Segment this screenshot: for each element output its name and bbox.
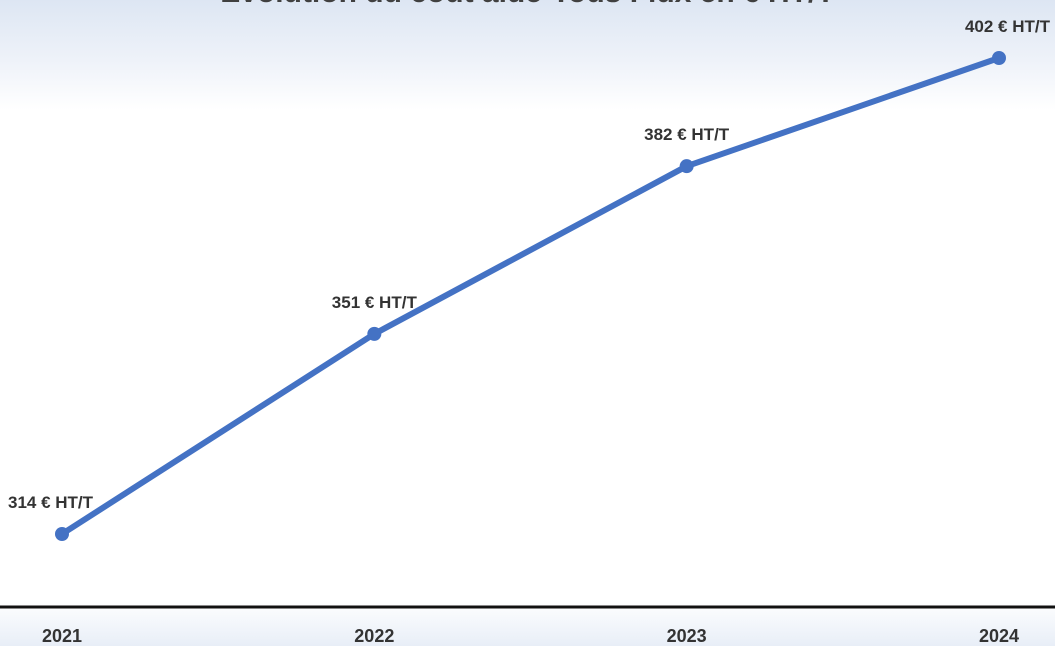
series-line xyxy=(59,55,1002,537)
x-tick-label: 2024 xyxy=(979,626,1019,646)
data-label: 351 € HT/T xyxy=(332,293,418,312)
data-label: 382 € HT/T xyxy=(644,125,730,144)
data-label: 314 € HT/T xyxy=(8,493,94,512)
x-tick-label: 2021 xyxy=(42,626,82,646)
data-point[interactable] xyxy=(367,326,382,341)
data-label: 402 € HT/T xyxy=(965,17,1051,36)
data-point[interactable] xyxy=(679,159,694,174)
data-point[interactable] xyxy=(992,51,1006,65)
x-tick-label: 2022 xyxy=(354,626,394,646)
chart-title: Evolution du coût aide-Tous Flux en € HT… xyxy=(0,0,1055,10)
data-point[interactable] xyxy=(55,527,69,541)
x-tick-label: 2023 xyxy=(667,626,707,646)
